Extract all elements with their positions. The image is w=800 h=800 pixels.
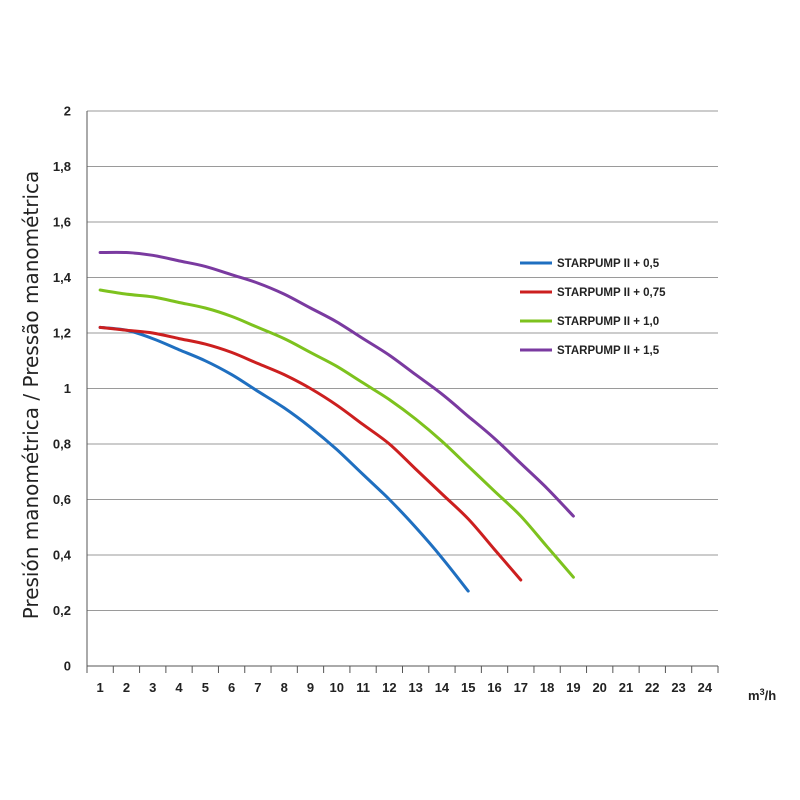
x-tick-label: 6 [228, 680, 235, 695]
x-tick-labels: 1 2 3 4 5 6 7 8 9 10 11 12 13 14 15 16 17 18 19 20 21 22 23 24 [97, 680, 713, 695]
grid-lines [87, 110, 718, 611]
axes [86, 111, 719, 673]
x-axis-unit-rest: /h [765, 688, 777, 703]
x-axis-unit-exponent: 3 [760, 687, 765, 697]
y-tick-label: 1 [64, 381, 71, 396]
x-tick-label: 13 [408, 680, 422, 695]
y-tick-label: 1,8 [53, 159, 71, 174]
x-tick-label: 8 [281, 680, 288, 695]
legend: STARPUMP II + 0,5 STARPUMP II + 0,75 STARP… [520, 258, 666, 357]
x-tick-label: 9 [307, 680, 314, 695]
legend-label: STARPUMP II + 1,5 [557, 345, 660, 357]
y-tick-label: 0,8 [53, 437, 71, 452]
x-tick-label: 23 [671, 680, 685, 695]
x-tick-label: 7 [254, 680, 261, 695]
series-line-1 [98, 325, 470, 593]
x-tick-label: 16 [487, 680, 501, 695]
series-line-3 [98, 288, 575, 579]
x-tick-label: 3 [149, 680, 156, 695]
x-tick-label: 20 [592, 680, 606, 695]
y-tick-labels: 0 0,2 0,4 0,6 0,8 1 1,2 1,4 1,6 1,8 2 [53, 104, 72, 674]
y-tick-label: 0,2 [53, 603, 71, 618]
x-tick-label: 14 [435, 680, 450, 695]
series-lines [98, 250, 575, 593]
legend-label: STARPUMP II + 0,5 [557, 258, 660, 270]
x-tick-label: 24 [698, 680, 713, 695]
legend-label: STARPUMP II + 1,0 [557, 316, 659, 328]
y-tick-label: 1,2 [53, 326, 71, 341]
x-axis-unit-base: m [748, 688, 760, 703]
legend-label: STARPUMP II + 0,75 [557, 287, 666, 299]
series-line-4 [98, 250, 575, 518]
x-tick-label: 17 [514, 680, 528, 695]
x-axis-unit: m3/h [748, 687, 776, 703]
x-tick-label: 21 [619, 680, 633, 695]
x-tick-label: 11 [356, 680, 370, 695]
y-tick-label: 1,6 [53, 215, 71, 230]
x-tick-label: 5 [202, 680, 209, 695]
x-tick-label: 12 [382, 680, 396, 695]
x-tick-label: 10 [330, 680, 344, 695]
y-tick-label: 2 [64, 104, 71, 119]
y-tick-label: 0,6 [53, 492, 71, 507]
x-tick-label: 19 [566, 680, 580, 695]
y-tick-label: 0 [64, 659, 71, 674]
x-tick-label: 2 [123, 680, 130, 695]
series-line-2 [98, 325, 523, 582]
x-tick-label: 22 [645, 680, 659, 695]
y-tick-label: 1,4 [53, 270, 72, 285]
y-axis-label: Presión manométrica / Pressão manométric… [19, 171, 43, 620]
x-tick-label: 1 [97, 680, 104, 695]
x-tick-label: 4 [175, 680, 183, 695]
x-tick-label: 15 [461, 680, 475, 695]
x-tick-label: 18 [540, 680, 554, 695]
y-tick-label: 0,4 [53, 548, 72, 563]
